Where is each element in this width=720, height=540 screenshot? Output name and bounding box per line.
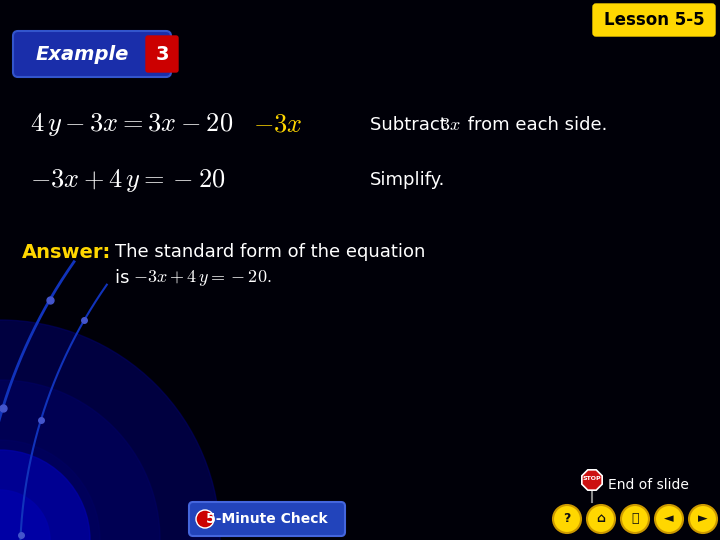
FancyBboxPatch shape [189, 502, 345, 536]
Text: ►: ► [698, 512, 708, 525]
Ellipse shape [0, 380, 160, 540]
Ellipse shape [0, 320, 220, 540]
Circle shape [587, 505, 615, 533]
FancyBboxPatch shape [146, 36, 178, 72]
Text: $-3x+4\,y=-20$: $-3x+4\,y=-20$ [30, 166, 225, 193]
Text: ?: ? [563, 512, 571, 525]
Text: $-3x+4\,y=-20.$: $-3x+4\,y=-20.$ [133, 268, 271, 288]
Text: $-3x$: $-3x$ [253, 112, 302, 138]
Text: 3: 3 [156, 44, 168, 64]
Ellipse shape [0, 450, 90, 540]
FancyBboxPatch shape [13, 31, 171, 77]
Text: The standard form of the equation: The standard form of the equation [115, 243, 426, 261]
Circle shape [655, 505, 683, 533]
FancyBboxPatch shape [593, 4, 715, 36]
Text: from each side.: from each side. [462, 116, 608, 134]
Text: is: is [115, 269, 135, 287]
Text: $3x$: $3x$ [440, 116, 461, 134]
Circle shape [689, 505, 717, 533]
Text: ◄: ◄ [664, 512, 674, 525]
Text: ⌂: ⌂ [596, 512, 606, 525]
Ellipse shape [0, 490, 50, 540]
Text: 5-Minute Check: 5-Minute Check [206, 512, 328, 526]
Text: Answer:: Answer: [22, 242, 112, 261]
Text: STOP: STOP [582, 476, 601, 482]
Text: Simplify.: Simplify. [370, 171, 446, 189]
Text: Example: Example [35, 44, 129, 64]
Circle shape [196, 510, 214, 528]
Ellipse shape [0, 440, 100, 540]
Text: Lesson 5-5: Lesson 5-5 [603, 11, 704, 29]
Circle shape [553, 505, 581, 533]
Text: End of slide: End of slide [608, 478, 689, 492]
Circle shape [621, 505, 649, 533]
Text: Subtract: Subtract [370, 116, 452, 134]
Polygon shape [582, 470, 602, 490]
Text: $4\,y-3x=3x-20$: $4\,y-3x=3x-20$ [30, 111, 233, 138]
Text: ⏪: ⏪ [631, 512, 639, 525]
